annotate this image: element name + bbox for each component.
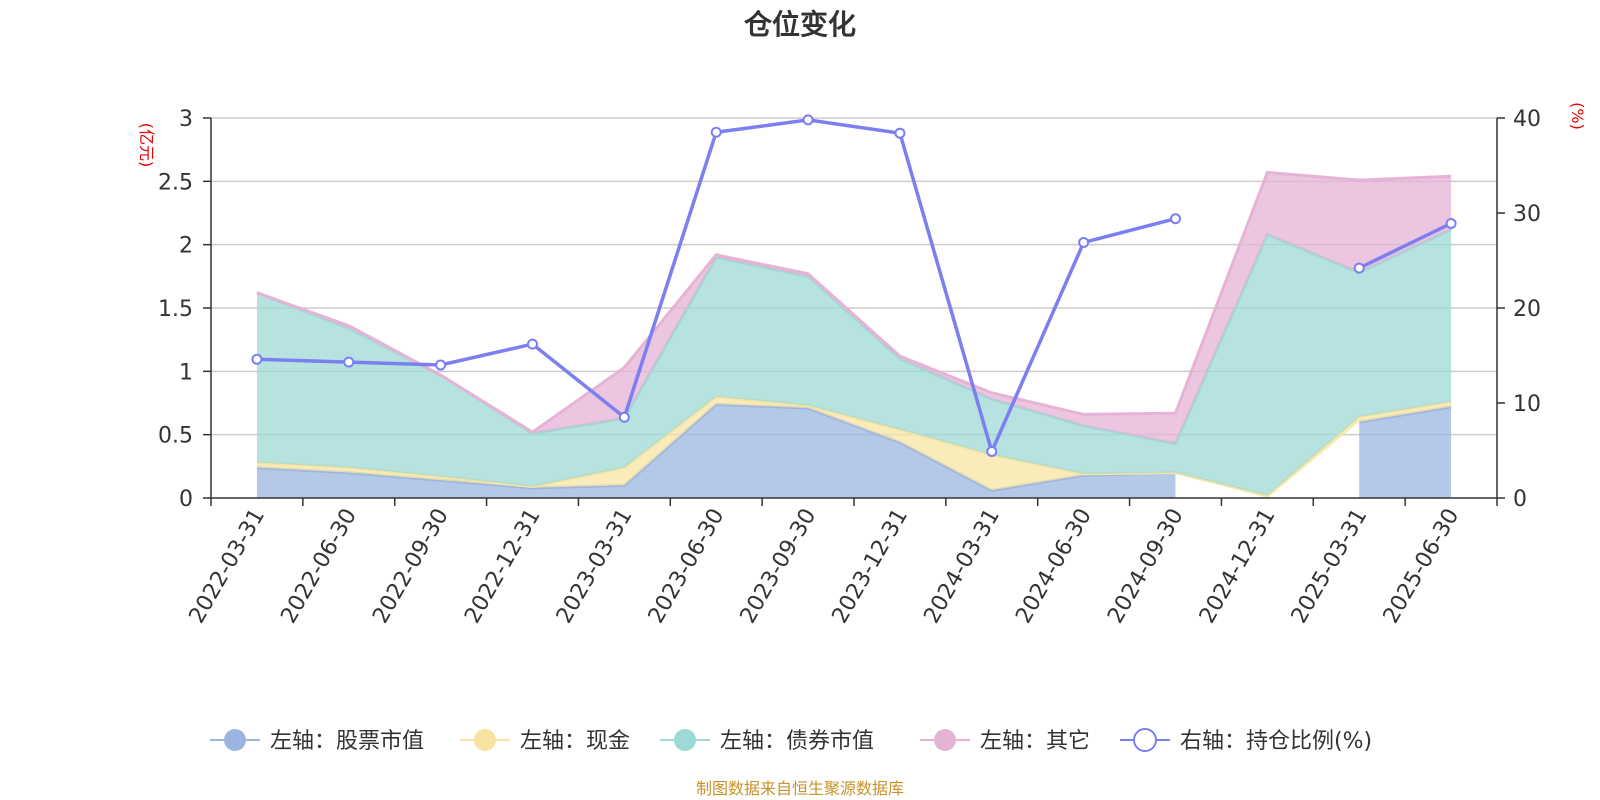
- holding-ratio-line: [251, 114, 1457, 457]
- area-1: [1359, 406, 1452, 498]
- x-tick-label: 2024-06-30: [1011, 505, 1097, 628]
- left-tick-label: 2.5: [158, 170, 193, 195]
- left-tick-label: 3: [179, 107, 193, 132]
- ratio-point: [1078, 236, 1090, 248]
- legend-marker: [474, 729, 496, 751]
- x-tick-label: 2023-09-30: [736, 505, 822, 628]
- legend-label: 左轴：其它: [980, 729, 1090, 754]
- ratio-point: [1353, 262, 1365, 274]
- legend-marker: [674, 729, 696, 751]
- right-axis-unit: (%): [1568, 102, 1587, 130]
- x-tick-label: 2023-03-31: [552, 505, 638, 628]
- legend-marker: [224, 729, 246, 751]
- right-tick-label: 40: [1513, 107, 1541, 132]
- left-tick-label: 2: [179, 234, 193, 259]
- legend: 左轴：股票市值 左轴：现金 左轴：债券市值 左轴：其它 右轴：持仓比例(%): [210, 728, 1372, 754]
- area-4: [256, 172, 1452, 444]
- legend-marker: [1133, 728, 1157, 752]
- legend-label: 左轴：股票市值: [270, 729, 424, 754]
- ratio-point: [1445, 217, 1457, 229]
- right-tick-label: 30: [1513, 202, 1541, 227]
- right-tick-label: 20: [1513, 297, 1541, 322]
- x-tick-label: 2022-09-30: [368, 504, 454, 627]
- ratio-point: [1170, 213, 1181, 225]
- area-edge-4: [256, 170, 1452, 434]
- ratio-point: [527, 338, 538, 350]
- ratio-point: [894, 127, 906, 139]
- x-tick-label: 2022-06-30: [276, 505, 362, 628]
- left-tick-label: 0: [179, 487, 193, 512]
- legend-label: 右轴：持仓比例(%): [1180, 729, 1372, 754]
- ratio-point: [802, 114, 814, 126]
- x-tick-label: 2025-03-31: [1287, 505, 1373, 628]
- source-note: 制图数据来自恒生聚源数据库: [696, 779, 904, 798]
- x-tick-label: 2024-03-31: [919, 504, 1005, 627]
- left-tick-label: 1: [179, 360, 193, 385]
- x-tick-label: 2023-12-31: [828, 505, 914, 628]
- chart-title: 仓位变化: [744, 8, 856, 41]
- x-tick-label: 2025-06-30: [1379, 505, 1465, 628]
- x-tick-label: 2023-06-30: [644, 505, 730, 628]
- stacked-areas: [256, 170, 1452, 498]
- x-tick-label: 2024-09-30: [1103, 505, 1189, 628]
- area-3: [256, 229, 1452, 496]
- legend-marker: [934, 729, 956, 751]
- right-tick-label: 10: [1513, 392, 1541, 417]
- ratio-point: [435, 359, 447, 371]
- left-tick-label: 1.5: [158, 297, 193, 322]
- ratio-point: [343, 356, 355, 368]
- x-tick-label: 2024-12-31: [1195, 505, 1281, 628]
- ratio-point: [986, 445, 998, 457]
- area-1: [256, 404, 1176, 498]
- x-tick-label: 2022-03-31: [185, 505, 271, 628]
- x-tick-label: 2022-12-31: [460, 505, 546, 628]
- ratio-point: [251, 353, 263, 365]
- ratio-point: [618, 411, 630, 423]
- right-tick-label: 0: [1513, 487, 1527, 512]
- left-axis-unit: (亿元): [137, 123, 156, 168]
- legend-label: 左轴：现金: [520, 729, 630, 754]
- left-tick-label: 0.5: [158, 424, 193, 449]
- ratio-point: [710, 126, 722, 138]
- legend-label: 左轴：债券市值: [720, 729, 874, 754]
